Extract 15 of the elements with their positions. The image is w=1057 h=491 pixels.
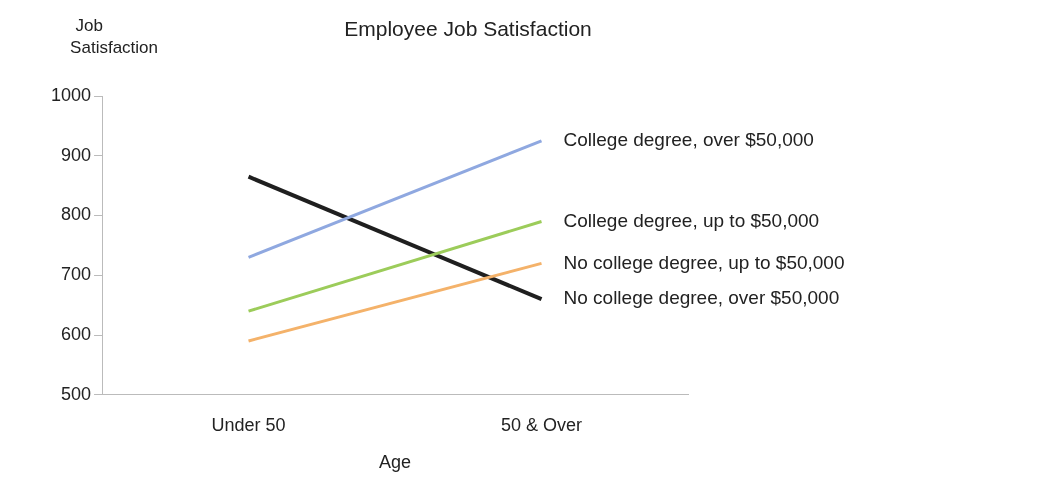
y-tick-label: 500	[61, 383, 92, 404]
series-label: No college degree, up to $50,000	[563, 251, 845, 273]
series-label: College degree, up to $50,000	[563, 209, 820, 231]
chart-title: Employee Job Satisfaction	[344, 16, 592, 40]
x-tick-label: 50 & Over	[500, 414, 583, 435]
y-tick-label: 900	[61, 144, 92, 165]
y-tick-label: 800	[61, 204, 92, 225]
x-axis-title: Age	[379, 452, 412, 473]
series-label: College degree, over $50,000	[563, 129, 814, 151]
y-axis-title: Job Satisfaction	[70, 15, 158, 57]
series-label: No college degree, over $50,000	[563, 287, 840, 309]
y-tick-label: 700	[61, 264, 92, 285]
y-tick-label: 1000	[51, 84, 92, 105]
y-tick-label: 600	[61, 324, 92, 345]
x-tick-label: Under 50	[211, 414, 286, 435]
